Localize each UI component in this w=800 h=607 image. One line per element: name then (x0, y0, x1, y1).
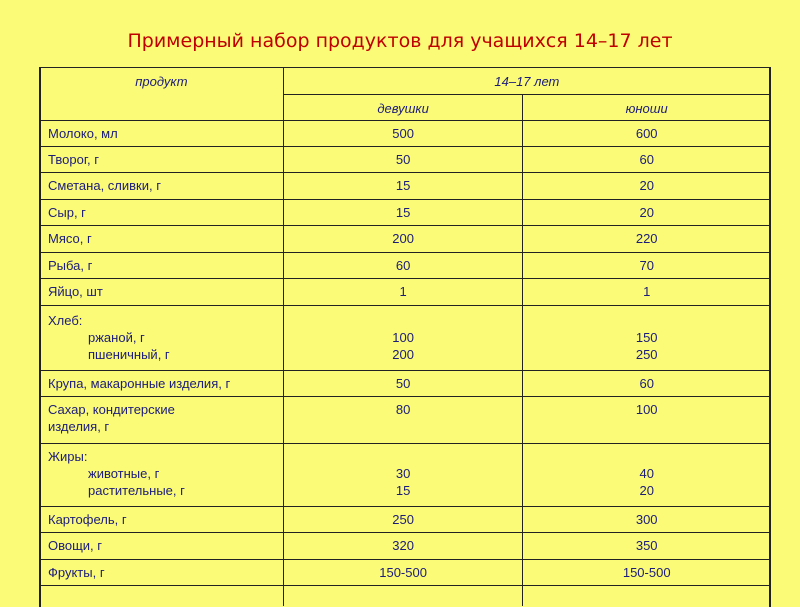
product-cell: Фрукты, г (39, 559, 284, 586)
table-row: Мясо, г 200 220 (39, 225, 771, 253)
boys-cell: 150-500 (522, 559, 771, 586)
value: 250 (635, 347, 658, 362)
boys-cell: 20 (522, 199, 771, 226)
boys-cell: 350 (522, 532, 771, 560)
product-cell: Сахар, кондитерские изделия, г (39, 396, 284, 444)
value: 40 (639, 466, 654, 481)
subheader-row: девушки юноши (40, 94, 771, 121)
boys-cell: 100 (522, 396, 771, 444)
header-boys: юноши (522, 94, 771, 121)
boys-cell: 300 (522, 506, 771, 533)
table-row: Овощи, г 320 350 (39, 532, 771, 560)
girls-cell: 1 (282, 278, 524, 306)
product-cell: Яйцо, шт (39, 278, 284, 306)
product-cell: Сметана, сливки, г (39, 172, 284, 200)
boys-cell: 20 (522, 172, 771, 200)
page-title: Примерный набор продуктов для учащихся 1… (127, 30, 673, 52)
table-row-sugar: Сахар, кондитерские изделия, г 80 100 (39, 396, 771, 444)
boys-cell: 60 (522, 370, 771, 397)
value: 200 (392, 347, 414, 362)
girls-cell: 150-500 (282, 559, 524, 586)
table-row: Молоко, мл 500 600 (39, 120, 771, 147)
table-row-fats: Жиры: животные, г растительные, г 30 15 … (39, 443, 771, 507)
header-age: 14–17 лет (282, 67, 772, 95)
product-cell: Мясо, г (39, 225, 284, 253)
value: 20 (639, 483, 654, 498)
empty-cell (282, 585, 524, 606)
products-table: продукт 14–17 лет девушки юноши Молоко, … (39, 67, 772, 606)
boys-cell: 40 20 (522, 443, 771, 507)
sub-product: пшеничный, г (88, 347, 170, 362)
boys-cell: 70 (522, 252, 771, 279)
table-row: Творог, г 50 60 (39, 146, 771, 173)
product-cell: Рыба, г (39, 252, 284, 279)
boys-cell: 150 250 (522, 305, 771, 371)
boys-cell: 1 (522, 278, 771, 306)
table-row: Яйцо, шт 1 1 (39, 278, 771, 306)
value: 100 (392, 330, 414, 345)
girls-cell: 50 (282, 146, 524, 173)
table-row: Картофель, г 250 300 (39, 506, 771, 533)
girls-cell: 60 (282, 252, 524, 279)
table-row-empty (39, 585, 771, 606)
header-girls: девушки (282, 94, 524, 121)
girls-cell: 30 15 (282, 443, 524, 507)
product-cell: Сыр, г (39, 199, 284, 226)
table-row: Сыр, г 15 20 (39, 199, 771, 226)
table-row-bread: Хлеб: ржаной, г пшеничный, г 100 200 150… (39, 305, 771, 371)
product-line: Сахар, кондитерские (48, 402, 175, 417)
table-row: Фрукты, г 150-500 150-500 (39, 559, 771, 586)
product-cell: Картофель, г (39, 506, 284, 533)
sub-product: животные, г (88, 466, 160, 481)
girls-cell: 200 (282, 225, 524, 253)
boys-cell: 220 (522, 225, 771, 253)
product-group-label: Жиры: (48, 449, 88, 464)
girls-cell: 15 (282, 172, 524, 200)
table-row: Сметана, сливки, г 15 20 (39, 172, 771, 200)
girls-cell: 80 (282, 396, 524, 444)
product-line: изделия, г (48, 419, 110, 434)
product-group-label: Хлеб: (48, 313, 83, 328)
product-cell: Жиры: животные, г растительные, г (39, 443, 284, 507)
girls-cell: 320 (282, 532, 524, 560)
girls-cell: 500 (282, 120, 524, 147)
sub-product: ржаной, г (88, 330, 145, 345)
girls-cell: 100 200 (282, 305, 524, 371)
empty-cell (522, 585, 771, 606)
boys-cell: 600 (522, 120, 771, 147)
product-cell: Крупа, макаронные изделия, г (39, 370, 284, 397)
product-cell: Хлеб: ржаной, г пшеничный, г (39, 305, 284, 371)
empty-cell (39, 585, 284, 606)
table-row: Рыба, г 60 70 (39, 252, 771, 279)
product-cell: Овощи, г (39, 532, 284, 560)
header-row: продукт 14–17 лет (39, 67, 772, 121)
table-row: Крупа, макаронные изделия, г 50 60 (39, 370, 771, 397)
header-product: продукт (39, 67, 284, 121)
value: 150 (635, 330, 658, 345)
product-cell: Творог, г (39, 146, 284, 173)
sub-product: растительные, г (88, 483, 185, 498)
girls-cell: 50 (282, 370, 524, 397)
product-cell: Молоко, мл (39, 120, 284, 147)
girls-cell: 250 (282, 506, 524, 533)
boys-cell: 60 (522, 146, 771, 173)
girls-cell: 15 (282, 199, 524, 226)
value: 15 (395, 483, 411, 498)
value: 30 (395, 466, 411, 481)
